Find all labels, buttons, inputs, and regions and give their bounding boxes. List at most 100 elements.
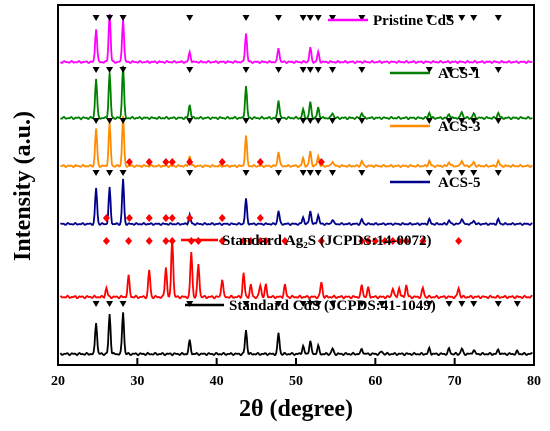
cds-peak-marker: [186, 170, 194, 176]
ag2s-peak-marker: [162, 158, 170, 166]
cds-peak-marker: [494, 170, 502, 176]
cds-peak-marker: [494, 15, 502, 21]
cds-peak-marker: [378, 301, 386, 307]
ag2s-peak-marker: [281, 237, 289, 245]
ag2s-peak-marker: [102, 237, 110, 245]
ag2s-peak-marker: [168, 158, 176, 166]
cds-peak-marker: [306, 301, 314, 307]
cds-peak-marker: [242, 118, 250, 124]
cds-peak-marker: [314, 301, 322, 307]
x-tick-label: 20: [51, 374, 65, 389]
series-legend-label: Standard Ag₂S (JCPDS:14-0072): [222, 233, 432, 249]
cds-peak-marker: [445, 170, 453, 176]
ag2s-peak-marker: [145, 214, 153, 222]
cds-peak-marker: [92, 118, 100, 124]
cds-peak-marker: [186, 15, 194, 21]
series-6: Standard CdS (JCPDS:41-1049): [59, 298, 533, 357]
ag2s-peak-marker: [168, 237, 176, 245]
cds-peak-marker: [275, 170, 283, 176]
cds-peak-marker: [314, 67, 322, 73]
cds-peak-marker: [425, 301, 433, 307]
cds-peak-marker: [299, 301, 307, 307]
cds-peak-marker: [358, 170, 366, 176]
cds-peak-marker: [425, 170, 433, 176]
ag2s-peak-marker: [395, 237, 403, 245]
cds-peak-marker: [242, 15, 250, 21]
series-legend-label: Standard CdS (JCPDS:41-1049): [229, 298, 436, 314]
ag2s-peak-marker: [381, 237, 389, 245]
y-axis-title: Intensity (a.u.): [10, 111, 36, 261]
series-line: [59, 14, 533, 65]
ag2s-peak-marker: [371, 237, 379, 245]
cds-peak-marker: [242, 67, 250, 73]
cds-peak-marker: [314, 170, 322, 176]
cds-peak-marker: [358, 15, 366, 21]
ag2s-peak-marker: [364, 237, 372, 245]
ag2s-peak-marker: [218, 214, 226, 222]
ag2s-peak-marker: [168, 214, 176, 222]
cds-peak-marker: [314, 15, 322, 21]
cds-peak-marker: [458, 301, 466, 307]
ag2s-peak-marker: [419, 237, 427, 245]
cds-peak-marker: [119, 301, 127, 307]
cds-peak-marker: [470, 301, 478, 307]
cds-peak-marker: [314, 118, 322, 124]
cds-peak-marker: [425, 118, 433, 124]
ag2s-peak-marker: [102, 214, 110, 222]
ag2s-peak-marker: [256, 158, 264, 166]
cds-peak-marker: [106, 67, 114, 73]
cds-peak-marker: [92, 67, 100, 73]
cds-peak-marker: [92, 15, 100, 21]
cds-peak-marker: [328, 301, 336, 307]
ag2s-peak-marker: [218, 158, 226, 166]
x-tick-label: 70: [448, 374, 462, 389]
series-2: ACS-1: [59, 65, 533, 121]
cds-peak-marker: [92, 170, 100, 176]
cds-peak-marker: [275, 15, 283, 21]
x-tick-label: 50: [289, 374, 303, 389]
cds-peak-marker: [242, 301, 250, 307]
ag2s-peak-marker: [162, 214, 170, 222]
cds-peak-marker: [445, 67, 453, 73]
cds-peak-marker: [306, 15, 314, 21]
cds-peak-marker: [106, 118, 114, 124]
x-axis-title: 2θ (degree): [239, 396, 353, 422]
ag2s-peak-marker: [218, 237, 226, 245]
cds-peak-marker: [306, 67, 314, 73]
cds-peak-marker: [358, 118, 366, 124]
cds-peak-marker: [119, 118, 127, 124]
series-4: ACS-5: [60, 170, 533, 227]
cds-peak-marker: [470, 67, 478, 73]
cds-peak-marker: [358, 301, 366, 307]
ag2s-peak-marker: [145, 158, 153, 166]
series-legend-label: ACS-5: [438, 175, 481, 191]
series-5: Standard Ag₂S (JCPDS:14-0072): [59, 233, 533, 300]
cds-peak-marker: [328, 118, 336, 124]
cds-peak-marker: [445, 15, 453, 21]
cds-peak-marker: [119, 15, 127, 21]
x-tick-label: 40: [210, 374, 224, 389]
series-line: [60, 116, 533, 169]
cds-peak-marker: [494, 301, 502, 307]
cds-peak-marker: [328, 170, 336, 176]
cds-peak-marker: [186, 67, 194, 73]
series-line: [60, 178, 533, 227]
cds-peak-marker: [513, 301, 521, 307]
cds-peak-marker: [458, 118, 466, 124]
x-axis-ticks: 20 30 40 50 60 70 80: [51, 358, 541, 389]
ag2s-peak-marker: [145, 237, 153, 245]
cds-peak-marker: [275, 67, 283, 73]
series-layer: Pristine CdS ACS-1 ACS-3 ACS-5 Standard Ag₂S…: [59, 13, 533, 357]
x-tick-label: 60: [368, 374, 382, 389]
cds-peak-marker: [494, 67, 502, 73]
cds-peak-marker: [458, 15, 466, 21]
cds-peak-marker: [299, 170, 307, 176]
series-3: ACS-3: [60, 116, 533, 169]
cds-peak-marker: [358, 67, 366, 73]
series-legend-label: Pristine CdS: [373, 13, 454, 29]
ag2s-peak-marker: [402, 237, 410, 245]
cds-peak-marker: [425, 67, 433, 73]
ag2s-peak-marker: [186, 214, 194, 222]
cds-peak-marker: [119, 67, 127, 73]
